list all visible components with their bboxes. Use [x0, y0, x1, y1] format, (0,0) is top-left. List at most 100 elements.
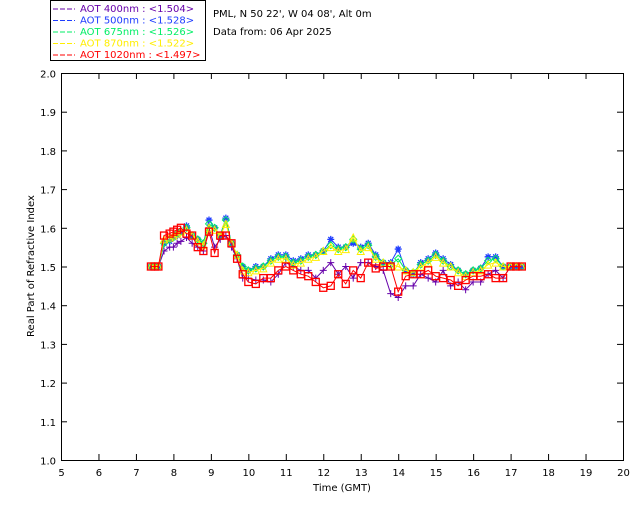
x-tick-label: 16: [467, 468, 480, 479]
data-point-square: [364, 258, 373, 267]
x-tick-label: 6: [96, 468, 102, 479]
x-tick-label: 19: [580, 468, 593, 479]
data-point-diamond: [159, 239, 169, 248]
data-point-square: [182, 229, 191, 238]
x-tick-label: 5: [58, 468, 64, 479]
data-point-asterisk: [394, 245, 402, 253]
data-point-square: [187, 231, 197, 240]
data-point-asterisk: [518, 263, 526, 270]
data-point-diamond: [416, 260, 425, 269]
data-point-square: [266, 273, 275, 283]
data-point-plus: [492, 266, 500, 274]
data-point-plus: [387, 290, 395, 298]
data-point-plus: [342, 263, 350, 270]
data-point-triangle: [326, 242, 336, 252]
data-point-square: [394, 287, 403, 296]
y-tick-label: 1.0: [40, 457, 56, 468]
data-point-diamond: [259, 262, 268, 271]
data-point-triangle: [288, 259, 298, 269]
data-point-triangle: [416, 261, 425, 271]
data-point-triangle: [371, 254, 381, 263]
series-0: [147, 224, 526, 301]
data-point-triangle: [341, 244, 351, 254]
data-point-square: [210, 248, 219, 258]
data-point-diamond: [334, 244, 343, 254]
data-point-triangle: [273, 254, 283, 263]
data-point-diamond: [356, 244, 365, 254]
y-tick-label: 1.4: [40, 302, 56, 313]
data-point-diamond: [431, 250, 440, 260]
data-point-square: [356, 273, 365, 283]
data-point-square: [453, 281, 463, 291]
x-tick-label: 12: [317, 468, 330, 479]
data-point-asterisk: [222, 214, 230, 222]
data-point-diamond: [210, 223, 219, 233]
x-tick-label: 9: [208, 468, 214, 479]
data-point-asterisk: [447, 261, 455, 269]
data-point-diamond: [468, 266, 478, 275]
data-point-triangle: [348, 232, 358, 242]
y-tick-label: 1.6: [40, 224, 56, 235]
data-point-triangle: [259, 263, 268, 273]
data-point-square: [227, 239, 236, 248]
data-point-square: [238, 270, 247, 279]
x-tick-label: 8: [171, 468, 177, 479]
data-point-plus: [173, 239, 181, 247]
data-point-plus: [349, 274, 357, 282]
data-point-plus: [169, 243, 177, 251]
data-point-triangle: [438, 258, 448, 267]
data-point-square: [216, 231, 225, 240]
data-point-asterisk: [327, 235, 335, 243]
legend-label: AOT 675nm : <1.526>: [80, 27, 194, 38]
x-tick-label: 20: [617, 468, 630, 479]
x-tick-label: 15: [430, 468, 443, 479]
data-point-diamond: [244, 266, 253, 275]
data-point-square: [232, 254, 242, 263]
data-point-plus: [402, 282, 410, 290]
x-tick-label: 18: [542, 468, 555, 479]
series-4: [146, 223, 526, 296]
data-point-triangle: [453, 267, 463, 277]
x-tick-label: 7: [133, 468, 139, 479]
data-point-plus: [357, 259, 365, 267]
data-point-diamond: [251, 264, 261, 273]
data-point-square: [512, 262, 521, 271]
data-point-square: [498, 273, 508, 283]
y-tick-label: 1.5: [40, 263, 56, 274]
legend-label: AOT 1020nm : <1.497>: [80, 50, 200, 61]
data-point-diamond: [304, 252, 313, 262]
data-point-diamond: [274, 252, 283, 262]
data-point-plus: [424, 274, 432, 282]
data-point-triangle: [423, 258, 433, 267]
legend-box: [50, 0, 206, 61]
y-tick-label: 1.8: [40, 147, 56, 158]
x-tick-label: 10: [242, 468, 255, 479]
data-point-diamond: [364, 241, 373, 250]
series-line: [150, 225, 522, 299]
data-point-triangle: [446, 261, 455, 271]
data-point-diamond: [461, 270, 470, 279]
y-tick-label: 1.1: [40, 418, 56, 429]
data-point-triangle: [401, 265, 411, 275]
data-point-diamond: [296, 256, 305, 265]
y-tick-label: 2.0: [40, 70, 56, 81]
y-axis-label: Real Part of Refractive Index: [26, 195, 37, 337]
data-point-triangle: [498, 261, 508, 271]
data-point-triangle: [251, 265, 261, 275]
data-point-diamond: [453, 266, 463, 275]
data-point-square: [154, 262, 163, 271]
data-point-asterisk: [492, 253, 500, 261]
data-point-diamond: [281, 252, 291, 262]
data-point-triangle: [431, 252, 440, 261]
data-point-square: [424, 266, 433, 275]
data-point-triangle: [491, 258, 500, 267]
data-point-triangle: [483, 259, 493, 269]
data-point-square: [334, 270, 343, 279]
data-point-square: [251, 279, 260, 289]
data-point-diamond: [423, 256, 433, 265]
legend-label: AOT 500nm : <1.528>: [80, 16, 194, 27]
data-point-triangle: [281, 254, 291, 263]
data-point-square: [159, 231, 169, 240]
site-label: PML, N 50 22', W 04 08', Alt 0m: [213, 9, 372, 20]
